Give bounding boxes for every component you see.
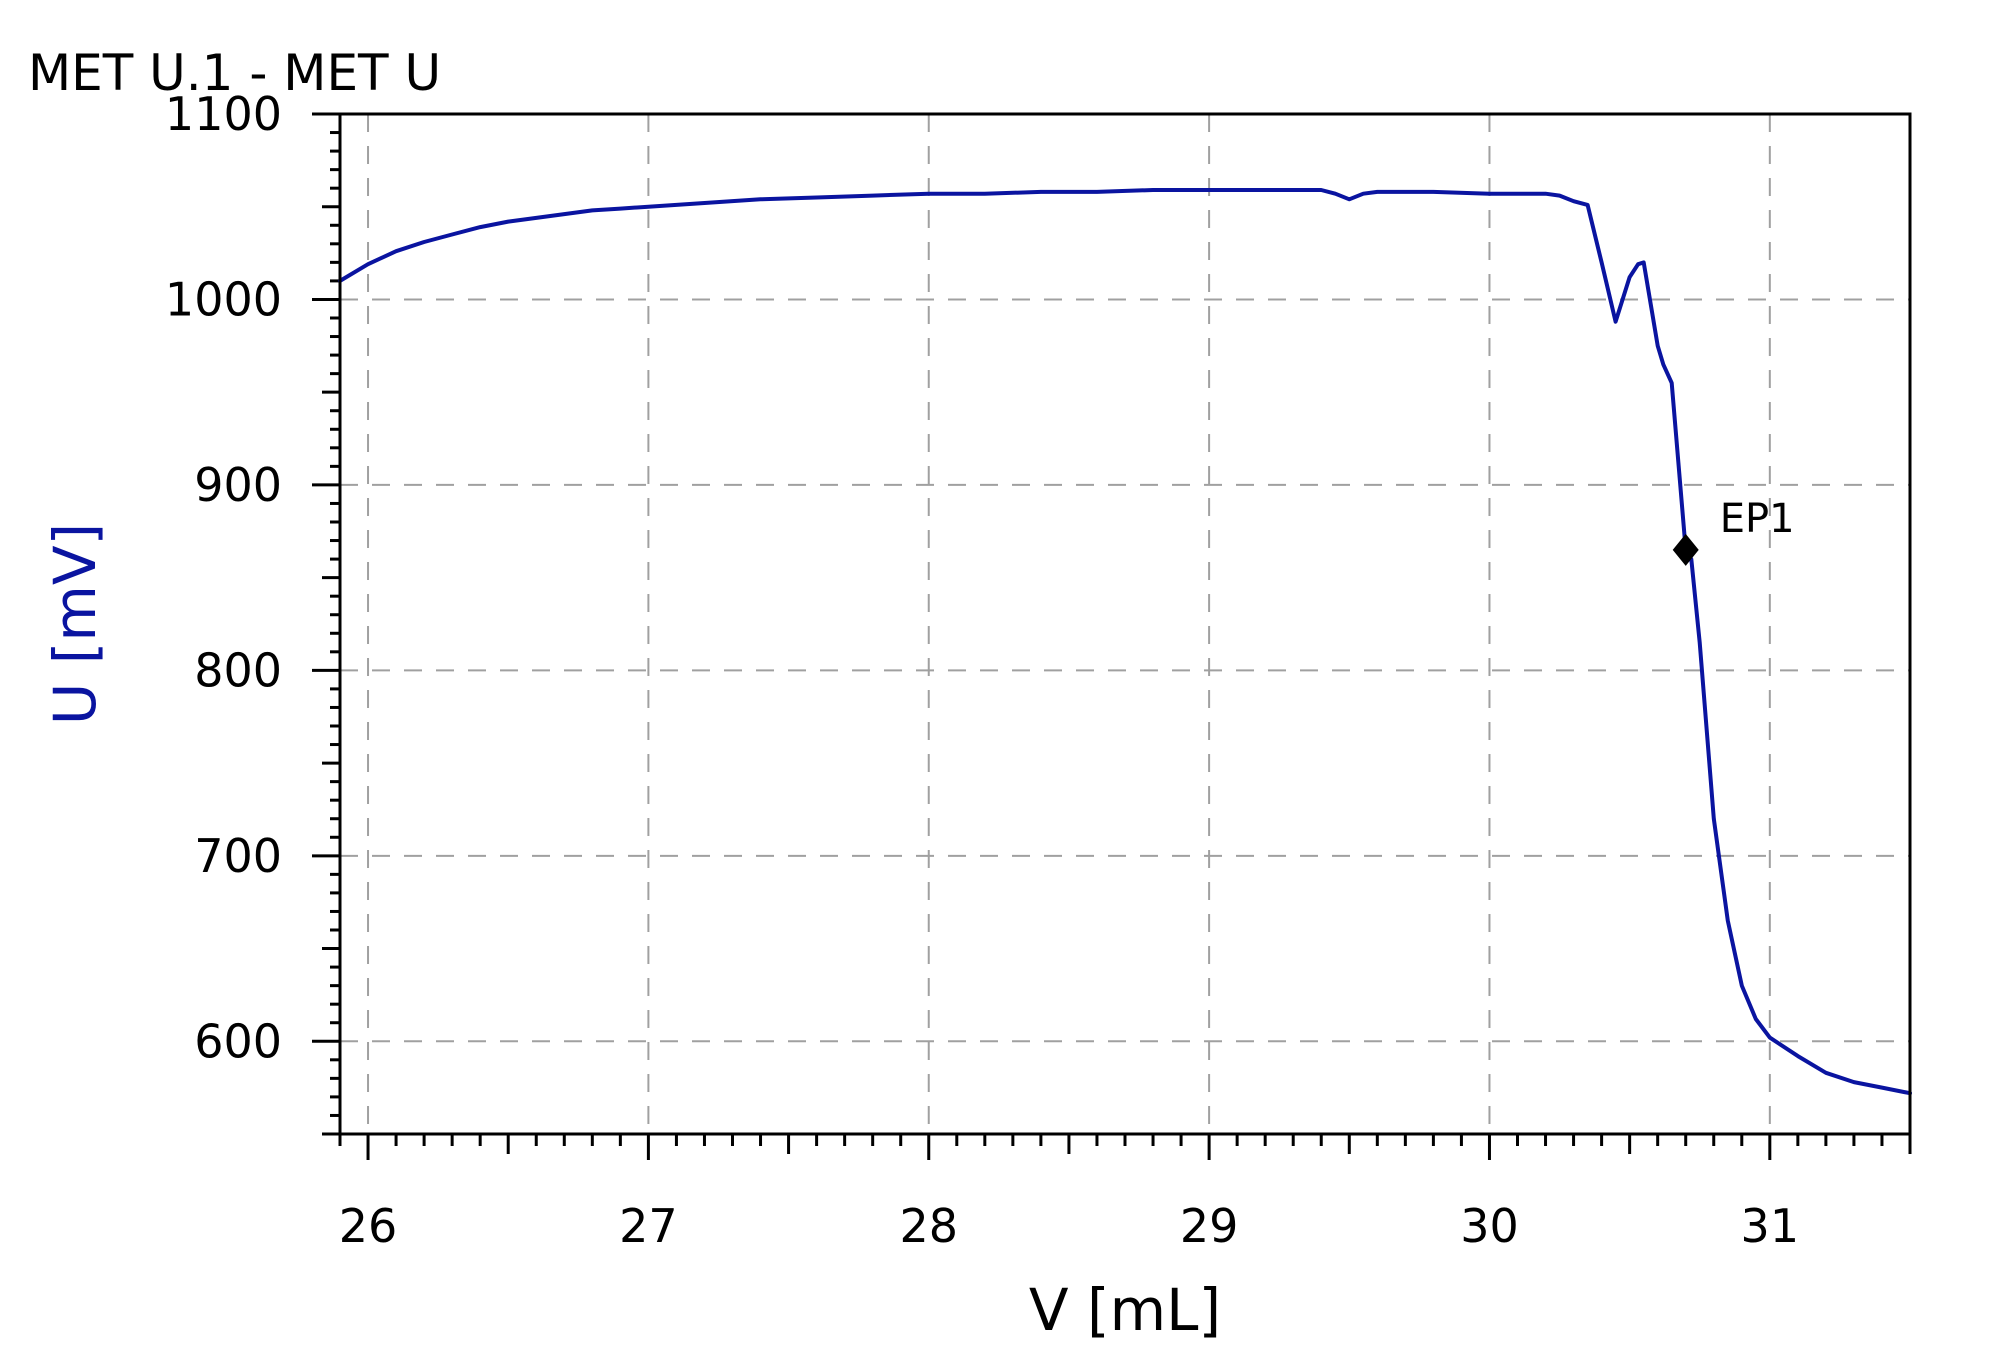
x-tick-label: 30 [1460, 1199, 1519, 1253]
x-tick-labels: 26 27 28 29 30 31 [339, 1199, 1799, 1253]
grid-lines [340, 113, 1910, 1134]
x-tick-label: 28 [899, 1199, 958, 1253]
chart-title: MET U.1 - MET U [28, 44, 441, 102]
y-tick-labels: 600 700 800 900 1000 1100 [165, 87, 282, 1068]
annotations: EP1 [1672, 496, 1795, 566]
endpoint-label: EP1 [1720, 496, 1795, 542]
major-ticks [312, 112, 1772, 1160]
series-layer [338, 188, 1912, 1096]
x-tick-label: 26 [339, 1199, 398, 1253]
y-tick-label: 800 [194, 643, 282, 697]
y-tick-label: 600 [194, 1014, 282, 1068]
y-tick-label: 1100 [165, 87, 282, 141]
series-line [338, 188, 1912, 1096]
y-tick-label: 700 [194, 829, 282, 883]
endpoint-marker [1672, 533, 1699, 566]
minor-ticks [322, 131, 1912, 1154]
y-tick-label: 900 [194, 458, 282, 512]
x-tick-label: 27 [619, 1199, 678, 1253]
x-tick-label: 31 [1741, 1199, 1800, 1253]
x-axis-label: V [mL] [1029, 1276, 1221, 1343]
y-axis-label: U [mV] [41, 523, 109, 725]
plot-area-frame [338, 112, 1912, 1136]
x-tick-label: 29 [1180, 1199, 1239, 1253]
y-tick-label: 1000 [165, 272, 282, 326]
